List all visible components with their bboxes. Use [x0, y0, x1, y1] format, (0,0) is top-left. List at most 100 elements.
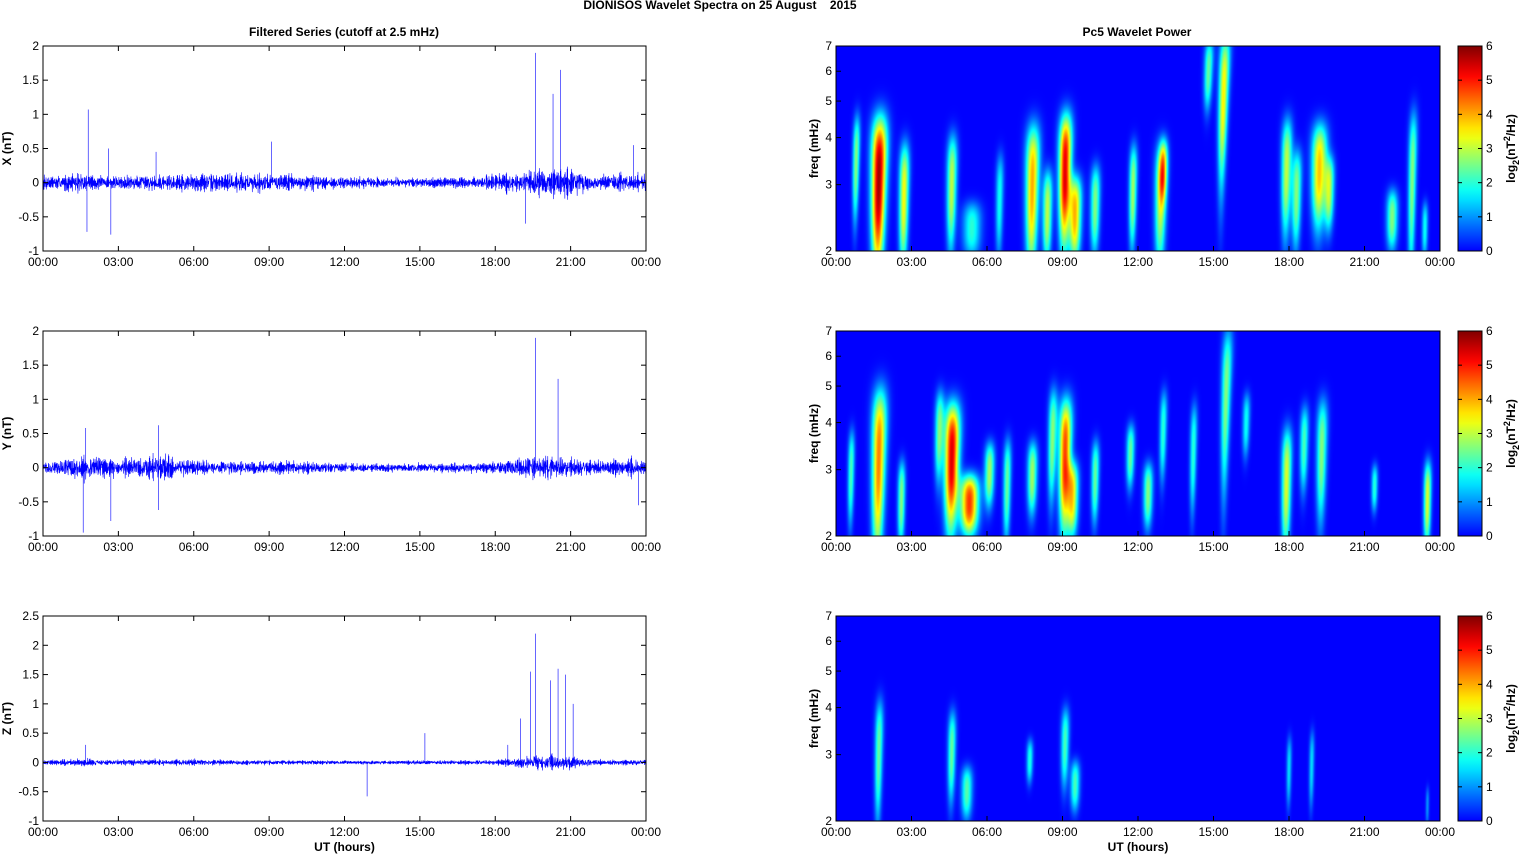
spectrum-image	[836, 331, 1440, 536]
colorbar-tick-label: 1	[1486, 210, 1493, 224]
spectrum-panel-2: 2 3 4 5 6 7 00:00 03:00 06:00 09:00 12:00 15:00 18:0…	[807, 324, 1455, 554]
colorbar-tick-label: 4	[1486, 677, 1493, 691]
colorbar-3: 0 1 2 3 4 5 6 log2(nT2/Hz)	[1457, 609, 1521, 828]
y-tick-label: -1	[28, 814, 39, 828]
y-axis-label: freq (mHz)	[807, 404, 821, 463]
y-tick-label: 6	[825, 349, 832, 363]
x-tick-label: 00:00	[631, 825, 661, 839]
spectrum-panel-1: 2 3 4 5 6 7 00:00 03:00 06:00 09:00 12:00 15:00 18:0…	[807, 39, 1455, 269]
y-tick-label: 7	[825, 609, 832, 623]
x-tick-label: 18:00	[1274, 825, 1304, 839]
x-axis-label: UT (hours)	[314, 840, 375, 854]
y-tick-label: 4	[825, 701, 832, 715]
x-tick-label: 03:00	[103, 540, 133, 554]
colorbar-tick-label: 2	[1486, 176, 1493, 190]
x-tick-label: 00:00	[1425, 825, 1455, 839]
colorbar-tick-label: 2	[1486, 746, 1493, 760]
series-line	[43, 52, 646, 235]
x-tick-label: 18:00	[480, 255, 510, 269]
x-tick-label: 00:00	[631, 540, 661, 554]
x-tick-label: 12:00	[329, 825, 359, 839]
y-tick-label: 7	[825, 39, 832, 53]
y-tick-label: 0.5	[22, 427, 39, 441]
y-tick-label: 5	[825, 379, 832, 393]
y-tick-label: 1	[32, 697, 39, 711]
x-tick-label: 00:00	[821, 540, 851, 554]
y-tick-label: 1.5	[22, 358, 39, 372]
y-tick-label: 0.5	[22, 142, 39, 156]
x-tick-label: 09:00	[1047, 255, 1077, 269]
y-tick-label: 0.5	[22, 726, 39, 740]
y-tick-label: 2.5	[22, 609, 39, 623]
colorbar-tick-label: 5	[1486, 643, 1493, 657]
colorbar-tick-label: 0	[1486, 244, 1493, 258]
y-axis-label: Y (nT)	[0, 417, 14, 451]
y-tick-label: 2	[825, 814, 832, 828]
x-tick-label: 15:00	[405, 255, 435, 269]
colorbar-tick-label: 0	[1486, 529, 1493, 543]
y-tick-label: 1.5	[22, 668, 39, 682]
y-axis-label: freq (mHz)	[807, 119, 821, 178]
figure-title: DIONISOS Wavelet Spectra on 25 August 20…	[583, 0, 857, 12]
y-axis-label: Z (nT)	[0, 702, 14, 735]
colorbar-tick-label: 6	[1486, 609, 1493, 623]
x-tick-label: 06:00	[972, 255, 1002, 269]
x-tick-label: 09:00	[1047, 540, 1077, 554]
x-tick-label: 03:00	[103, 255, 133, 269]
spectrum-panel-3: 2 3 4 5 6 7 00:00 03:00 06:00 09:00 12:00 15:00 18:0…	[807, 609, 1455, 854]
colorbar-tick-label: 6	[1486, 39, 1493, 53]
y-tick-label: -0.5	[18, 785, 39, 799]
y-tick-label: 4	[825, 131, 832, 145]
x-tick-label: 21:00	[1349, 540, 1379, 554]
colorbar-2: 0 1 2 3 4 5 6 log2(nT2/Hz)	[1457, 324, 1521, 543]
plot-frame	[42, 615, 647, 822]
y-tick-label: 1	[32, 107, 39, 121]
y-tick-label: 6	[825, 634, 832, 648]
y-tick-label: -0.5	[18, 495, 39, 509]
y-tick-label: 0	[32, 461, 39, 475]
plot-frame	[42, 45, 647, 252]
x-tick-label: 06:00	[179, 825, 209, 839]
x-tick-label: 03:00	[896, 255, 926, 269]
colorbar-tick-label: 3	[1486, 427, 1493, 441]
colorbar-tick-label: 3	[1486, 712, 1493, 726]
y-axis-label: freq (mHz)	[807, 689, 821, 748]
y-tick-label: 5	[825, 664, 832, 678]
y-tick-label: -0.5	[18, 210, 39, 224]
x-tick-label: 06:00	[179, 540, 209, 554]
x-tick-label: 09:00	[254, 825, 284, 839]
x-tick-label: 15:00	[1198, 255, 1228, 269]
right-column-title: Pc5 Wavelet Power	[1083, 25, 1192, 39]
colorbar-label: log2(nT2/Hz)	[1502, 399, 1521, 468]
left-column-title: Filtered Series (cutoff at 2.5 mHz)	[249, 25, 439, 39]
x-tick-label: 06:00	[972, 540, 1002, 554]
x-tick-label: 00:00	[28, 540, 58, 554]
colorbar-tick-label: 1	[1486, 495, 1493, 509]
x-tick-label: 09:00	[1047, 825, 1077, 839]
colorbar-tick-label: 4	[1486, 392, 1493, 406]
x-tick-label: 21:00	[1349, 255, 1379, 269]
y-axis-label: X (nT)	[0, 132, 14, 166]
x-tick-label: 12:00	[329, 255, 359, 269]
x-tick-label: 09:00	[254, 540, 284, 554]
x-tick-label: 12:00	[1123, 255, 1153, 269]
x-tick-label: 15:00	[405, 540, 435, 554]
x-tick-label: 15:00	[405, 825, 435, 839]
colorbar-tick-label: 2	[1486, 461, 1493, 475]
y-tick-label: -1	[28, 244, 39, 258]
x-tick-label: 15:00	[1198, 540, 1228, 554]
colorbar-tick-label: 0	[1486, 814, 1493, 828]
x-tick-label: 18:00	[1274, 255, 1304, 269]
x-tick-label: 21:00	[556, 825, 586, 839]
y-tick-label: 2	[32, 39, 39, 53]
x-tick-label: 12:00	[1123, 825, 1153, 839]
x-tick-label: 18:00	[480, 825, 510, 839]
x-tick-label: 09:00	[254, 255, 284, 269]
plot-frame	[42, 330, 647, 537]
y-tick-label: 1.5	[22, 73, 39, 87]
colorbar-label: log2(nT2/Hz)	[1502, 684, 1521, 753]
colorbar-tick-label: 1	[1486, 780, 1493, 794]
y-tick-label: 6	[825, 64, 832, 78]
x-tick-label: 12:00	[329, 540, 359, 554]
